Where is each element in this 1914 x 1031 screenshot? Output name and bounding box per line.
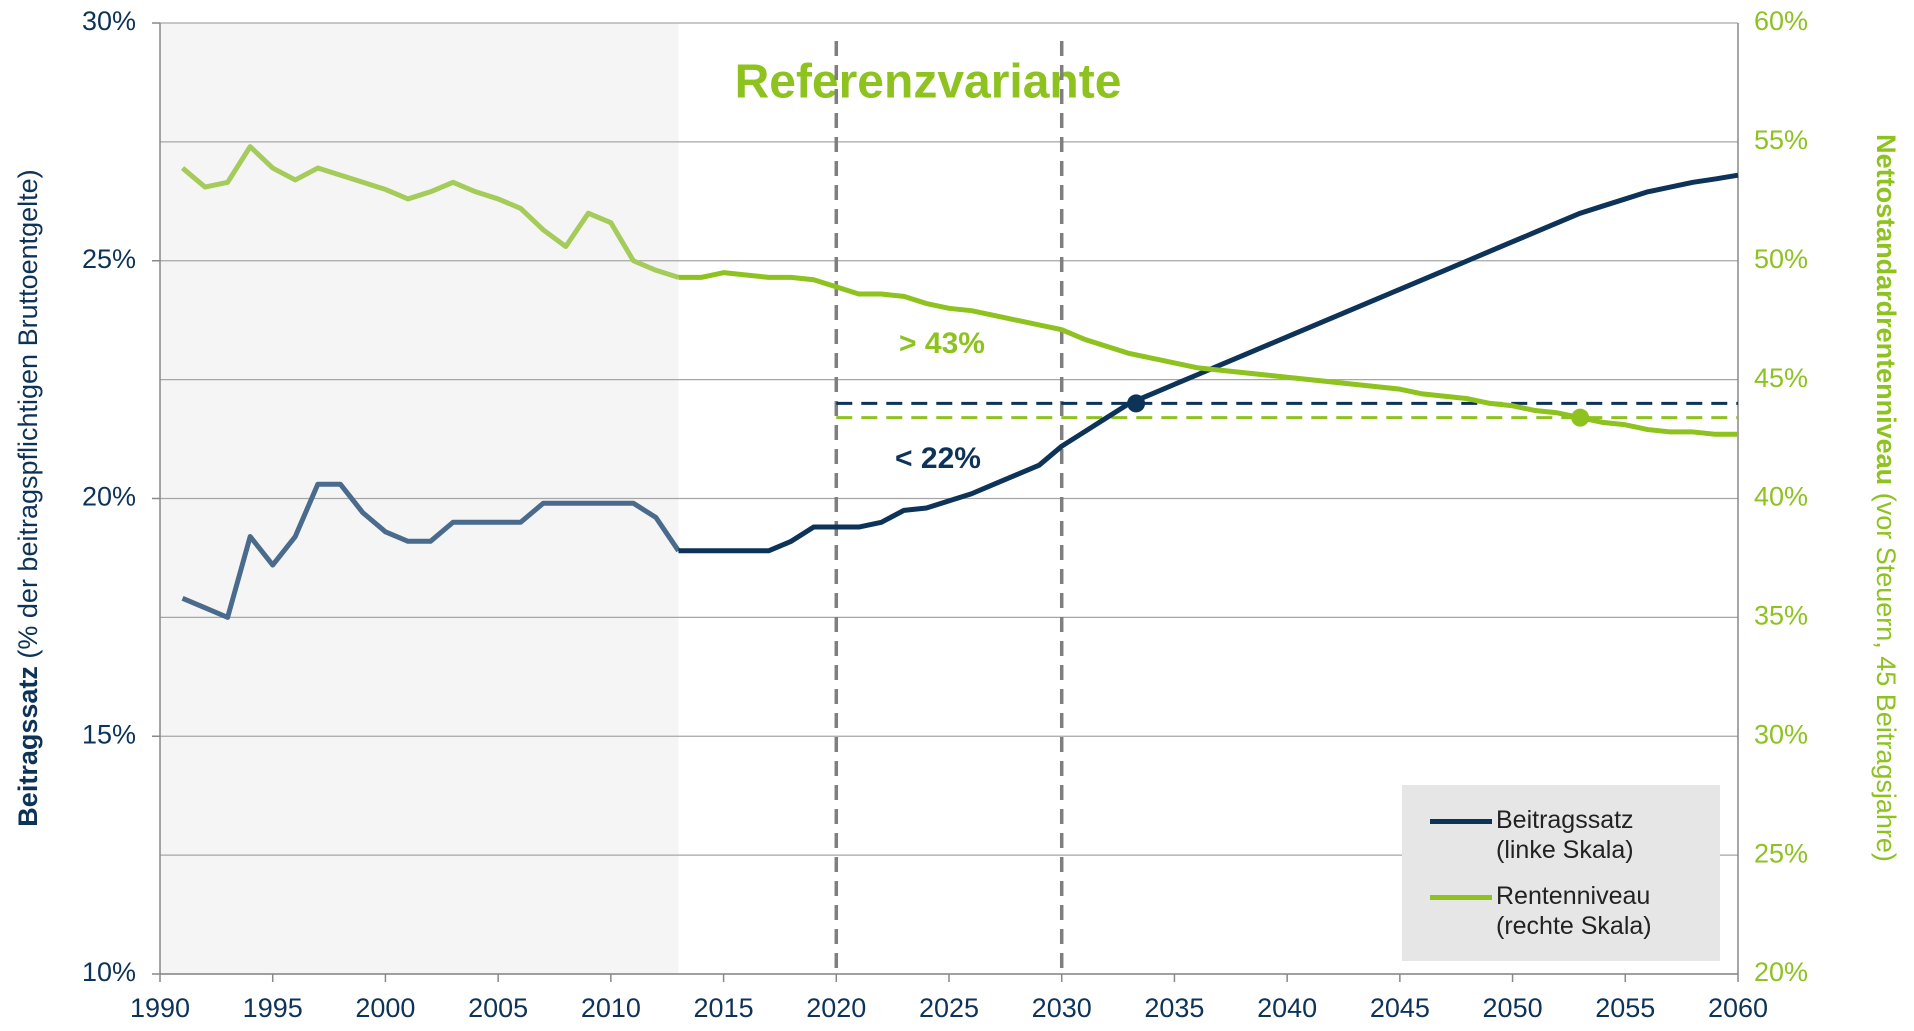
y-tick-label: 10% — [82, 957, 136, 987]
y-tick-label: 30% — [82, 6, 136, 36]
chart-title: Referenzvariante — [735, 56, 1122, 109]
y2-tick-label: 60% — [1754, 6, 1808, 36]
y2-tick-label: 25% — [1754, 838, 1808, 868]
y2-tick-label: 45% — [1754, 363, 1808, 393]
x-tick-label: 1995 — [243, 993, 303, 1023]
y2-axis-label-bold: Nettostandardrentenniveau — [1871, 134, 1901, 485]
series-line — [678, 270, 1738, 437]
legend: Beitragssatz (linke Skala) Rentenniveau … — [1402, 785, 1720, 961]
y2-tick-label: 55% — [1754, 125, 1808, 155]
x-tick-label: 2005 — [468, 993, 528, 1023]
y2-axis-label: Nettostandardrentenniveau (vor Steuern, … — [1871, 134, 1901, 862]
legend-swatch — [1430, 895, 1492, 900]
series-line-history — [181, 481, 681, 620]
x-tick-label: 2050 — [1483, 993, 1543, 1023]
y-tick-label: 20% — [82, 482, 136, 512]
annotation: < 22% — [895, 442, 981, 475]
x-tick-label: 2030 — [1032, 993, 1092, 1023]
y2-tick-label: 20% — [1754, 957, 1808, 987]
legend-label: Beitragssatz (linke Skala) — [1496, 806, 1634, 864]
annotation: > 43% — [899, 327, 985, 360]
x-tick-label: 2020 — [806, 993, 866, 1023]
x-tick-label: 2040 — [1257, 993, 1317, 1023]
x-tick-label: 2010 — [581, 993, 641, 1023]
x-tick-label: 2025 — [919, 993, 979, 1023]
y2-axis-label-rest: (vor Steuern, 45 Beitragsjahre) — [1871, 493, 1901, 862]
legend-swatch — [1430, 819, 1492, 824]
y-axis-label: Beitragssatz (% der beitragspflichtigen … — [13, 169, 43, 826]
y2-tick-label: 35% — [1754, 601, 1808, 631]
marker — [1127, 394, 1146, 413]
marker — [1571, 408, 1590, 427]
x-tick-label: 2060 — [1708, 993, 1768, 1023]
y-tick-label: 25% — [82, 244, 136, 274]
x-tick-label: 2015 — [694, 993, 754, 1023]
y-axis-label-rest: (% der beitragspflichtigen Bruttoentgelt… — [13, 169, 43, 658]
x-tick-label: 2000 — [355, 993, 415, 1023]
y-axis-label-bold: Beitragssatz — [13, 666, 43, 827]
y2-tick-label: 50% — [1754, 244, 1808, 274]
legend-entry: Rentenniveau (rechte Skala) — [1430, 881, 1676, 941]
legend-label: Rentenniveau (rechte Skala) — [1496, 882, 1652, 940]
y2-tick-label: 40% — [1754, 482, 1808, 512]
x-tick-label: 1990 — [130, 993, 190, 1023]
y-tick-label: 15% — [82, 719, 136, 749]
x-tick-label: 2055 — [1595, 993, 1655, 1023]
series-line-history — [180, 144, 680, 280]
x-tick-label: 2035 — [1144, 993, 1204, 1023]
y2-tick-label: 30% — [1754, 719, 1808, 749]
legend-entry: Beitragssatz (linke Skala) — [1430, 805, 1676, 865]
x-tick-label: 2045 — [1370, 993, 1430, 1023]
